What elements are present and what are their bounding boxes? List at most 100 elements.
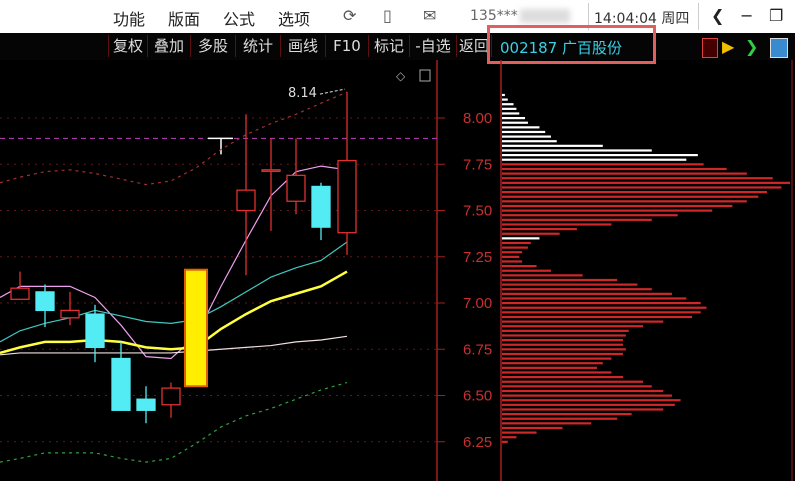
marker-t-icon	[208, 137, 233, 155]
volume-profile-bar	[502, 214, 678, 217]
watchlist-button[interactable]: -自选	[409, 35, 457, 57]
volume-profile-bar	[502, 186, 782, 189]
panel-toggle-icon	[419, 69, 431, 82]
play-icon[interactable]: ▶	[722, 37, 735, 56]
indicator-line	[0, 270, 348, 355]
volume-profile-bar	[502, 371, 612, 374]
price-tick-label: 7.00	[463, 295, 492, 312]
candle-body	[311, 185, 331, 228]
volume-profile-bar	[502, 246, 528, 249]
phone-icon[interactable]: ▯	[383, 6, 392, 25]
volume-profile-bar	[502, 158, 687, 161]
volume-profile-bar	[502, 329, 629, 332]
volume-profile-bar	[502, 339, 623, 342]
candle-body	[286, 174, 306, 202]
candle-body	[236, 189, 256, 212]
volume-profile-bar	[502, 167, 727, 171]
volume-profile-bar	[502, 177, 773, 180]
f10-button[interactable]: F10	[325, 35, 369, 57]
volume-profile-bar	[502, 260, 523, 263]
volume-profile-bar	[502, 98, 508, 101]
volume-profile-bar	[502, 269, 551, 272]
support-icon[interactable]: ⟳	[343, 6, 357, 25]
user-account[interactable]: 135***	[470, 8, 518, 24]
mark-button[interactable]: 标记	[368, 35, 410, 57]
title-bar: 功能 版面 公式 选项 ⟳ ▯ ✉ 135*** 14:04:04 周四 ❮ −…	[0, 0, 795, 33]
statistics-button[interactable]: 统计	[235, 35, 281, 57]
volume-profile-bar	[502, 422, 592, 425]
volume-profile-bar	[502, 311, 701, 314]
volume-profile-bar	[502, 302, 701, 305]
volume-profile-bar	[502, 366, 598, 369]
volume-profile-bar	[502, 334, 626, 337]
restore-rights-button[interactable]: 复权	[108, 35, 148, 57]
price-tick-label: 7.75	[463, 156, 492, 173]
overlay-button[interactable]: 叠加	[147, 35, 191, 57]
volume-profile-bar	[502, 255, 520, 258]
toolbar: 复权 叠加 多股 统计 画线 F10 标记 -自选 返回 ▶ ❯	[0, 33, 795, 60]
volume-profile-bar	[502, 251, 523, 254]
volume-profile-bar	[502, 403, 675, 406]
volume-profile-bar	[502, 426, 563, 430]
volume-profile-bar	[502, 154, 698, 157]
menu-function[interactable]: 功能	[113, 10, 146, 29]
volume-profile-bar	[502, 408, 664, 411]
candle-body	[60, 309, 80, 319]
volume-profile-bar	[502, 320, 664, 323]
indicator-line	[0, 335, 348, 356]
candle-body	[337, 159, 357, 234]
back-button[interactable]: 返回	[456, 35, 492, 57]
stock-code-name[interactable]: 002187 广百股份	[500, 39, 623, 57]
menu-options[interactable]: 选项	[278, 10, 311, 29]
volume-profile-bar	[502, 389, 664, 393]
volume-profile-bar	[502, 288, 652, 291]
volume-profile-bar	[502, 399, 681, 402]
indicator-line	[0, 241, 348, 343]
volume-profile-bar	[502, 163, 704, 166]
volume-profile-bar	[502, 140, 557, 143]
volume-profile-bar	[502, 126, 540, 129]
volume-profile-bar	[502, 195, 759, 198]
volume-profile-bar	[502, 200, 747, 203]
volume-profile-bar	[502, 144, 603, 147]
divider	[698, 3, 699, 30]
back-icon[interactable]: ❮	[711, 6, 725, 25]
blurred-account	[520, 9, 570, 23]
menu-formula[interactable]: 公式	[223, 10, 256, 29]
volume-profile-bar	[502, 181, 790, 184]
candle-body	[161, 387, 181, 406]
volume-profile-bar	[502, 376, 623, 379]
candle-body	[261, 169, 281, 172]
volume-profile-bar	[502, 274, 583, 277]
high-arrow-icon	[319, 88, 346, 95]
volume-profile-bar	[502, 237, 540, 240]
mail-icon[interactable]: ✉	[423, 6, 437, 25]
multi-stock-button[interactable]: 多股	[190, 35, 236, 57]
volume-profile-bar	[502, 417, 618, 420]
menu-layout[interactable]: 版面	[168, 10, 201, 29]
kline-chart[interactable]: ◇ 8.00 7.75 7.50 7.25 7.00 6.75 6.50 6.25 8.14	[0, 60, 795, 481]
volume-profile-bar	[502, 306, 707, 309]
report-icon[interactable]	[702, 38, 718, 58]
volume-profile-bar	[502, 149, 652, 152]
minimize-icon[interactable]: −	[740, 6, 754, 25]
high-price-label: 8.14	[288, 86, 317, 101]
price-tick-label: 6.50	[463, 388, 492, 405]
restore-icon[interactable]: ❐	[769, 6, 784, 25]
candle-body	[184, 268, 208, 388]
app-icon[interactable]	[770, 38, 788, 58]
forward-icon[interactable]: ❯	[745, 37, 759, 56]
volume-profile-bar	[502, 112, 520, 115]
volume-profile-bar	[502, 292, 672, 295]
volume-profile-bar	[502, 343, 623, 346]
volume-profile-bar	[502, 218, 652, 221]
volume-profile-bar	[502, 93, 505, 97]
volume-profile-bar	[502, 209, 713, 212]
volume-profile-bar	[502, 130, 546, 134]
volume-profile-bar	[502, 394, 672, 397]
draw-line-button[interactable]: 画线	[280, 35, 326, 57]
candle-body	[10, 287, 30, 300]
divider	[588, 3, 589, 30]
candle-body	[136, 398, 156, 411]
clock: 14:04:04 周四	[594, 11, 690, 27]
